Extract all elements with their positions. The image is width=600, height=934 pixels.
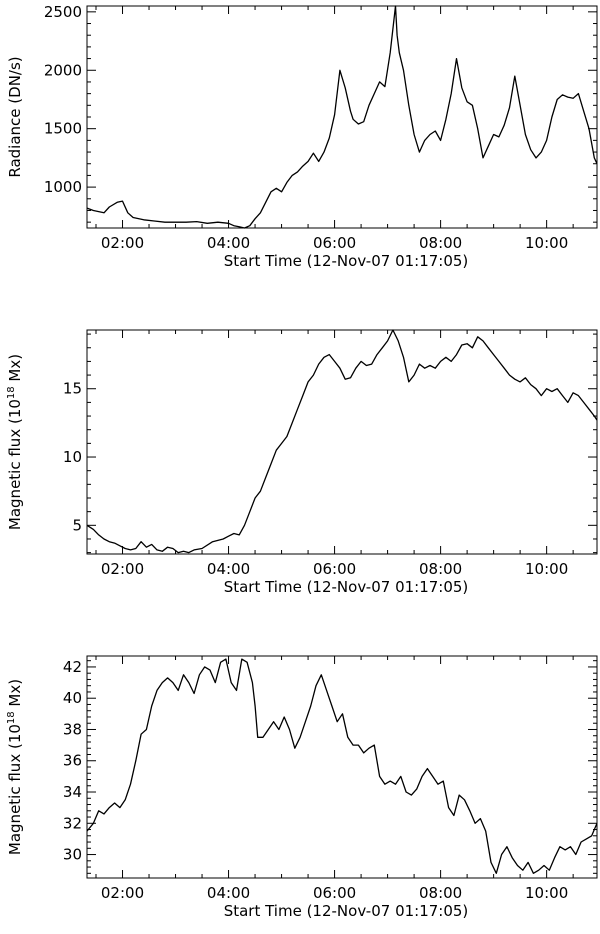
plot-frame — [86, 655, 598, 879]
x-tick-label: 10:00 — [525, 884, 568, 902]
y-axis-label: Magnetic flux (1018 Mx) — [6, 679, 24, 855]
y-axis-label: Magnetic flux (1018 Mx) — [6, 354, 24, 530]
plot-frame — [86, 5, 598, 229]
x-axis-label: Start Time (12-Nov-07 01:17:05) — [224, 578, 469, 596]
y-tick-label: 2000 — [44, 61, 82, 79]
x-tick-label: 02:00 — [101, 884, 144, 902]
chart-panel-1: 02:00 04:00 06:00 08:00 10:00 1000 1500 2000 250… — [6, 3, 598, 270]
x-tick-label: 08:00 — [419, 884, 462, 902]
y-tick-label: 40 — [63, 689, 82, 707]
y-tick-label: 15 — [63, 380, 82, 398]
x-tick-label: 02:00 — [101, 560, 144, 578]
y-axis-label: Radiance (DN/s) — [6, 56, 24, 177]
x-tick-label: 08:00 — [419, 234, 462, 252]
y-tick-label: 32 — [63, 814, 82, 832]
y-tick-label: 2500 — [44, 3, 82, 21]
series-line-1 — [86, 5, 598, 229]
y-tick-label: 36 — [63, 752, 82, 770]
y-tick-label: 1500 — [44, 120, 82, 138]
y-tick-label: 10 — [63, 448, 82, 466]
series-line-3 — [86, 658, 598, 874]
y-tick-label: 1000 — [44, 178, 82, 196]
y-tick-label: 38 — [63, 720, 82, 738]
chart-panel-2: 02:00 04:00 06:00 08:00 10:00 5 10 15 Start Time… — [6, 329, 598, 596]
y-tick-label: 30 — [63, 846, 82, 864]
x-axis-label: Start Time (12-Nov-07 01:17:05) — [224, 902, 469, 920]
x-tick-label: 04:00 — [207, 884, 250, 902]
x-tick-label: 06:00 — [313, 884, 356, 902]
x-axis-label: Start Time (12-Nov-07 01:17:05) — [224, 252, 469, 270]
x-tick-label: 08:00 — [419, 560, 462, 578]
plot-frame — [86, 329, 598, 555]
chart-panel-3: 02:00 04:00 06:00 08:00 10:00 30 32 34 36 38 40 42 S… — [6, 655, 598, 920]
x-tick-label: 02:00 — [101, 234, 144, 252]
y-tick-label: 5 — [72, 516, 82, 534]
series-line-2 — [86, 329, 598, 554]
x-tick-label: 04:00 — [207, 560, 250, 578]
x-tick-label: 06:00 — [313, 234, 356, 252]
x-tick-label: 10:00 — [525, 234, 568, 252]
x-tick-label: 10:00 — [525, 560, 568, 578]
y-tick-label: 34 — [63, 783, 82, 801]
y-tick-label: 42 — [63, 658, 82, 676]
x-tick-label: 04:00 — [207, 234, 250, 252]
x-tick-label: 06:00 — [313, 560, 356, 578]
